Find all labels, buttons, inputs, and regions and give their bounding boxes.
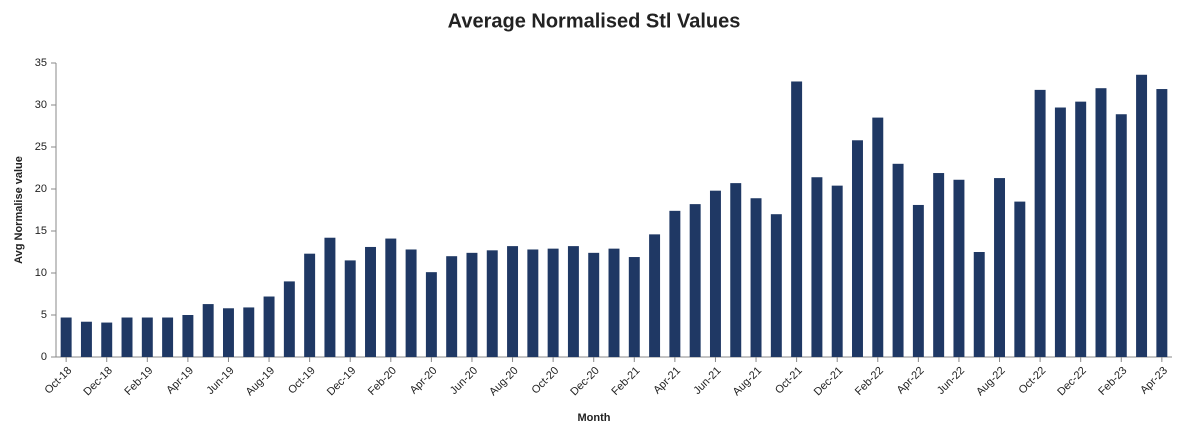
bar — [628, 257, 640, 357]
bar — [101, 322, 113, 357]
x-tick-label: Apr-19 — [164, 365, 196, 397]
x-tick-label: Oct-18 — [42, 365, 74, 397]
bar — [263, 296, 275, 357]
x-tick-label: Jun-19 — [204, 365, 236, 397]
bar — [1156, 89, 1168, 357]
x-tick-label: Apr-20 — [408, 365, 440, 397]
bar — [750, 198, 762, 357]
bar — [324, 237, 336, 357]
y-tick-label: 5 — [41, 309, 47, 321]
x-tick-label: Dec-21 — [812, 365, 846, 399]
bar — [385, 238, 397, 357]
bar — [1115, 114, 1127, 358]
bar — [507, 246, 519, 357]
bar — [892, 163, 904, 357]
bar — [994, 178, 1006, 357]
bar — [446, 256, 458, 357]
x-tick-label: Jun-20 — [448, 365, 480, 397]
bar — [872, 117, 884, 357]
x-tick-label: Jun-21 — [691, 365, 723, 397]
bar — [121, 317, 133, 357]
y-tick-label: 10 — [35, 267, 47, 279]
bar — [141, 317, 153, 357]
x-tick-label: Feb-22 — [853, 365, 886, 398]
bar — [80, 321, 92, 357]
bar — [243, 307, 255, 357]
x-tick-label: Apr-21 — [651, 365, 683, 397]
x-tick-label: Dec-19 — [325, 365, 359, 399]
y-tick-label: 30 — [35, 99, 47, 111]
x-axis-title: Month — [578, 412, 611, 423]
x-tick-label: Dec-22 — [1055, 365, 1089, 399]
bar — [182, 315, 194, 357]
bar — [1095, 88, 1107, 357]
bar — [527, 249, 539, 357]
bar — [791, 81, 803, 357]
x-tick-label: Feb-23 — [1096, 365, 1129, 398]
x-tick-label: Oct-21 — [773, 365, 805, 397]
bar — [162, 317, 174, 357]
bar — [425, 272, 437, 357]
bar — [953, 179, 965, 357]
y-tick-label: 0 — [41, 351, 47, 363]
x-tick-label: Feb-21 — [609, 365, 642, 398]
y-tick-label: 35 — [35, 57, 47, 69]
bar — [1136, 74, 1148, 357]
bar — [222, 308, 234, 357]
bar — [1075, 101, 1087, 357]
x-tick-label: Oct-19 — [286, 365, 318, 397]
y-tick-label: 20 — [35, 183, 47, 195]
x-tick-label: Aug-22 — [974, 365, 1008, 399]
bar — [689, 204, 701, 357]
bar — [567, 246, 579, 357]
bar — [608, 248, 620, 357]
bar — [811, 177, 823, 357]
x-tick-label: Oct-22 — [1016, 365, 1048, 397]
bar — [1054, 107, 1066, 358]
bar — [649, 234, 661, 357]
x-tick-label: Apr-23 — [1138, 365, 1170, 397]
bar — [770, 214, 782, 357]
bar — [304, 253, 316, 357]
bar — [588, 252, 600, 357]
bar — [466, 252, 478, 357]
bar — [933, 173, 945, 357]
y-tick-label: 15 — [35, 225, 47, 237]
bar — [709, 190, 721, 357]
bar — [283, 281, 295, 357]
x-tick-label: Dec-18 — [81, 365, 115, 399]
y-axis-title: Avg Normalise value — [13, 156, 25, 264]
bar — [486, 250, 498, 357]
bar — [60, 317, 72, 357]
bar — [1034, 89, 1046, 357]
bar — [405, 249, 417, 357]
bar — [852, 140, 863, 357]
x-tick-label: Jun-22 — [935, 365, 967, 397]
x-tick-label: Dec-20 — [568, 365, 602, 399]
bar — [344, 260, 356, 357]
bar — [973, 252, 985, 357]
x-tick-label: Aug-21 — [731, 365, 765, 399]
bar — [547, 248, 559, 357]
y-tick-label: 25 — [35, 141, 47, 153]
x-tick-label: Feb-19 — [122, 365, 155, 398]
chart-title: Average Normalised Stl Values — [448, 10, 741, 32]
x-tick-label: Feb-20 — [366, 365, 399, 398]
bar — [912, 204, 924, 357]
bar — [669, 210, 681, 357]
x-tick-label: Aug-20 — [487, 365, 521, 399]
x-tick-label: Apr-22 — [895, 365, 927, 397]
x-tick-label: Oct-20 — [529, 365, 561, 397]
bar — [365, 246, 376, 357]
bar — [202, 304, 214, 357]
bar — [1014, 201, 1026, 357]
bar — [831, 185, 843, 357]
bar — [730, 183, 742, 357]
x-tick-label: Aug-19 — [244, 365, 278, 399]
